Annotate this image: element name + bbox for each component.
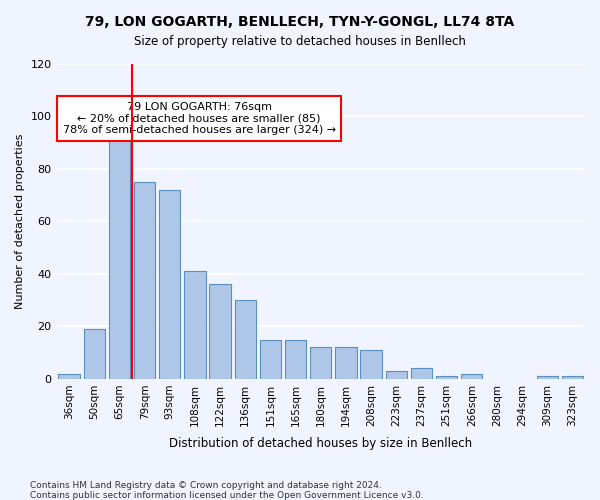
Bar <box>310 348 331 379</box>
Bar <box>109 132 130 379</box>
Bar <box>235 300 256 379</box>
Bar <box>411 368 432 379</box>
Bar <box>134 182 155 379</box>
Bar <box>159 190 181 379</box>
Text: 79, LON GOGARTH, BENLLECH, TYN-Y-GONGL, LL74 8TA: 79, LON GOGARTH, BENLLECH, TYN-Y-GONGL, … <box>85 15 515 29</box>
Text: Contains HM Land Registry data © Crown copyright and database right 2024.: Contains HM Land Registry data © Crown c… <box>30 481 382 490</box>
Text: 79 LON GOGARTH: 76sqm
← 20% of detached houses are smaller (85)
78% of semi-deta: 79 LON GOGARTH: 76sqm ← 20% of detached … <box>62 102 336 135</box>
Text: Contains public sector information licensed under the Open Government Licence v3: Contains public sector information licen… <box>30 491 424 500</box>
Bar <box>209 284 231 379</box>
Bar <box>536 376 558 379</box>
Bar <box>285 340 307 379</box>
Bar <box>386 371 407 379</box>
Bar <box>83 329 105 379</box>
Bar <box>184 272 206 379</box>
Bar <box>436 376 457 379</box>
Bar <box>58 374 80 379</box>
Text: Size of property relative to detached houses in Benllech: Size of property relative to detached ho… <box>134 35 466 48</box>
Bar <box>461 374 482 379</box>
Bar <box>361 350 382 379</box>
Bar <box>562 376 583 379</box>
Bar <box>335 348 356 379</box>
X-axis label: Distribution of detached houses by size in Benllech: Distribution of detached houses by size … <box>169 437 472 450</box>
Bar <box>260 340 281 379</box>
Y-axis label: Number of detached properties: Number of detached properties <box>15 134 25 309</box>
